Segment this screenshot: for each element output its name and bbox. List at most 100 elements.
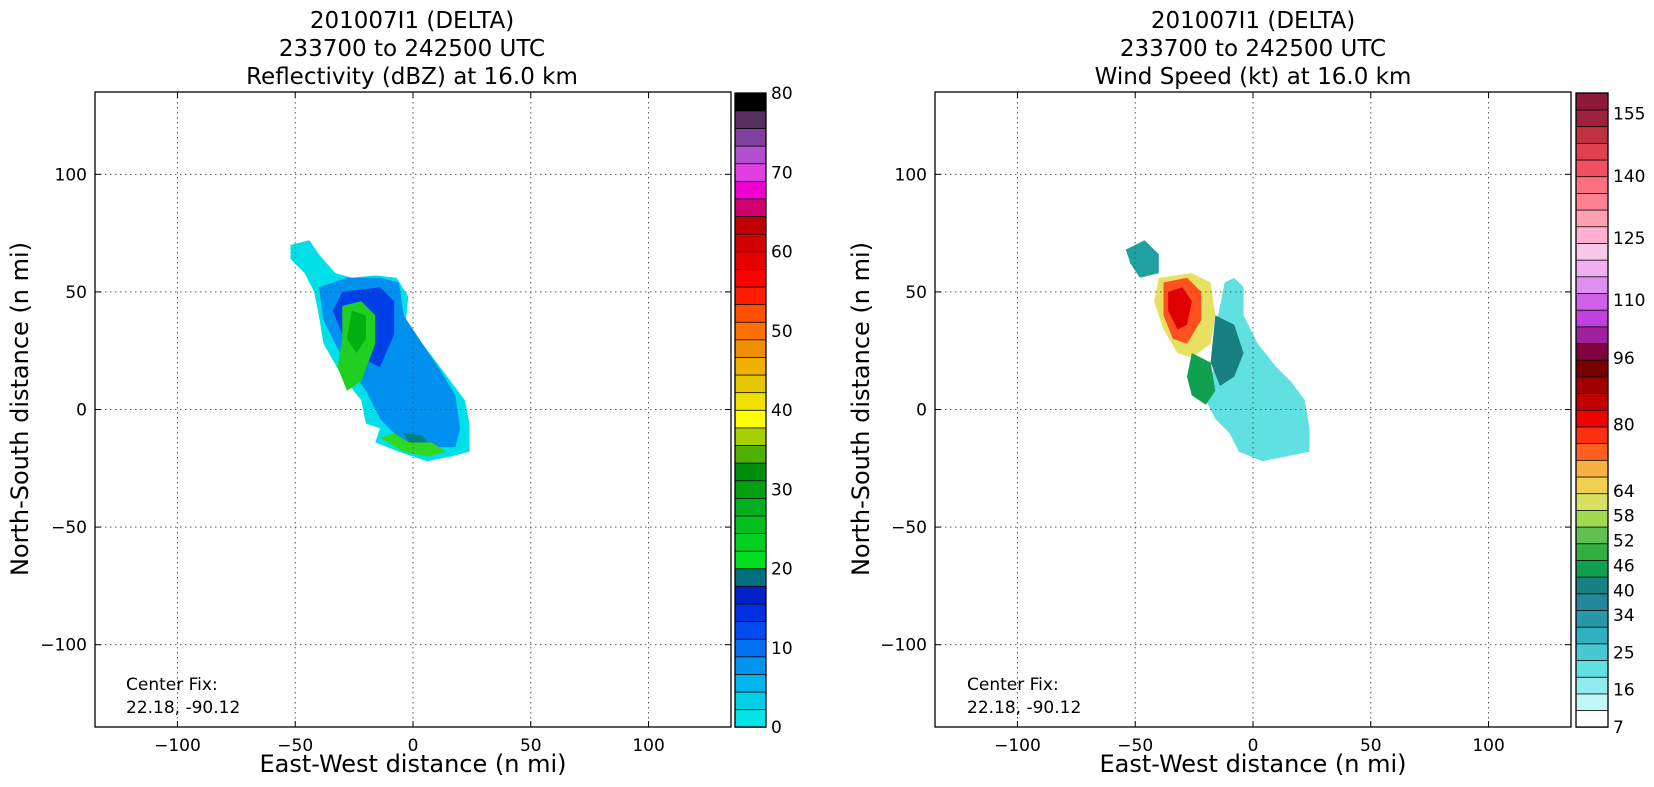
colorbar-swatch: [1575, 676, 1609, 695]
x-tick-label: −50: [277, 736, 313, 756]
colorbar-swatch: [1575, 609, 1609, 628]
colorbar-swatch: [1575, 309, 1609, 328]
colorbar-swatch: [1575, 242, 1609, 261]
wind-speed-plot-area: −100 −50 0 50 100 −100 −50 0 50 100: [880, 92, 1571, 756]
y-tick-label: −50: [891, 518, 927, 538]
x-axis-label: East-West distance (n mi): [1099, 750, 1406, 778]
x-tick-label: 0: [408, 736, 419, 756]
colorbar-swatch: [1575, 192, 1609, 211]
colorbar-swatch: [734, 251, 767, 270]
colorbar-swatch: [1575, 276, 1609, 294]
colorbar-tick-label: 96: [1613, 349, 1635, 369]
colorbar-tick-label: 46: [1613, 556, 1635, 576]
y-tick-label: 0: [916, 401, 927, 421]
colorbar-swatch: [734, 603, 767, 623]
colorbar-swatch: [734, 198, 767, 217]
colorbar-tick-label: 30: [771, 480, 793, 500]
colorbar-tick-label: 110: [1613, 291, 1645, 311]
colorbar-tick-label: 80: [1613, 416, 1635, 436]
colorbar-swatch: [734, 568, 767, 587]
colorbar-tick-label: 25: [1613, 643, 1635, 663]
center-fix-value: 22.18, -90.12: [126, 698, 240, 718]
colorbar-swatch: [1575, 392, 1609, 411]
colorbar-swatch: [1575, 476, 1609, 495]
colorbar-swatch: [1575, 442, 1609, 461]
reflectivity-plot-area: −100 −50 0 50 100 −100 −50 0 50 100: [40, 92, 731, 756]
colorbar-swatch: [734, 145, 767, 165]
colorbar-swatch: [1575, 159, 1609, 178]
colorbar-tick-label: 40: [771, 401, 793, 421]
y-tick-label: 100: [55, 165, 87, 185]
colorbar-swatch: [1575, 359, 1609, 378]
colorbar-swatch: [734, 691, 767, 711]
colorbar-swatch: [1575, 576, 1609, 595]
colorbar-tick-label: 10: [771, 639, 793, 659]
colorbar-swatch: [1575, 526, 1609, 545]
colorbar-tick-label: 0: [771, 718, 782, 738]
x-tick-label: 50: [1360, 736, 1382, 756]
colorbar-swatch: [734, 391, 767, 411]
colorbar-swatch: [1575, 709, 1609, 728]
chart-title-line-3: Reflectivity (dBZ) at 16.0 km: [246, 64, 578, 90]
chart-title-line-1: 201007I1 (DELTA): [310, 8, 514, 34]
colorbar-swatch: [734, 532, 767, 552]
colorbar-swatch: [734, 656, 767, 675]
colorbar-swatch: [1575, 342, 1609, 361]
colorbar-swatch: [1575, 659, 1609, 678]
x-tick-label: 0: [1248, 736, 1259, 756]
colorbar-swatch: [1575, 326, 1609, 344]
x-tick-label: −100: [154, 736, 201, 756]
y-tick-label: −50: [51, 518, 87, 538]
colorbar-swatch: [734, 480, 767, 499]
colorbar-tick-label: 70: [771, 163, 793, 183]
colorbar-tick-label: 64: [1613, 482, 1635, 502]
chart-title-line-2: 233700 to 242500 UTC: [1120, 36, 1386, 62]
colorbar-swatch: [734, 550, 767, 570]
colorbar-swatch: [734, 110, 767, 129]
colorbar-swatch: [734, 638, 767, 658]
chart-title-line-3: Wind Speed (kt) at 16.0 km: [1095, 64, 1412, 90]
x-tick-label: −100: [994, 736, 1041, 756]
colorbar-swatch: [734, 673, 767, 693]
chart-title-line-2: 233700 to 242500 UTC: [279, 36, 545, 62]
colorbar-tick-label: 58: [1613, 507, 1635, 527]
x-axis-label: East-West distance (n mi): [259, 750, 566, 778]
y-axis-label: North-South distance (n mi): [6, 242, 34, 576]
center-fix-value: 22.18, -90.12: [967, 698, 1081, 718]
colorbar-frame: [734, 92, 767, 728]
colorbar-swatch: [734, 497, 767, 517]
colorbar-swatch: [1575, 593, 1609, 611]
colorbar-swatch: [1575, 109, 1609, 128]
colorbar-swatch: [734, 427, 767, 446]
x-tick-label: 50: [520, 736, 542, 756]
colorbar-tick-label: 125: [1613, 229, 1645, 249]
colorbar-swatch: [1575, 376, 1609, 395]
colorbar-tick-label: 34: [1613, 606, 1635, 626]
colorbar-swatch: [1575, 142, 1609, 161]
colorbar-swatch: [734, 215, 767, 235]
colorbar-swatch: [1575, 543, 1609, 561]
colorbar-swatch: [1575, 509, 1609, 528]
colorbar-tick-label: 16: [1613, 681, 1635, 701]
x-tick-label: −50: [1117, 736, 1153, 756]
colorbar-swatch: [1575, 176, 1609, 194]
colorbar-tick-label: 60: [771, 243, 793, 263]
echo-region: [380, 433, 446, 457]
colorbar-swatch: [1575, 459, 1609, 478]
colorbar-swatch: [1575, 643, 1609, 661]
colorbar-swatch: [734, 286, 767, 306]
reflectivity-colorbar: 0 10 20 30 40 50 60 70 80: [734, 84, 793, 738]
colorbar-swatch: [1575, 409, 1609, 428]
y-tick-label: 0: [76, 401, 87, 421]
colorbar-swatch: [734, 92, 767, 112]
colorbar-swatch: [734, 585, 767, 605]
y-axis-label: North-South distance (n mi): [847, 242, 875, 576]
plot-frame: [934, 91, 1572, 728]
y-tick-label: 100: [895, 165, 927, 185]
colorbar-tick-label: 40: [1613, 581, 1635, 601]
colorbar-swatch: [734, 339, 767, 358]
colorbar-swatch: [734, 163, 767, 182]
wind-speed-panel: 201007I1 (DELTA) 233700 to 242500 UTC Wi…: [847, 8, 1645, 778]
colorbar-tick-label: 140: [1613, 167, 1645, 187]
colorbar-swatch: [1575, 92, 1609, 111]
